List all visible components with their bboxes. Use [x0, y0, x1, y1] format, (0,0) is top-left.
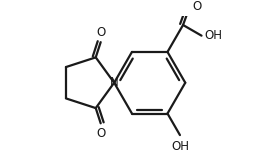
Text: OH: OH: [204, 29, 222, 42]
Text: OH: OH: [171, 140, 189, 152]
Text: O: O: [96, 127, 105, 140]
Text: O: O: [193, 0, 202, 13]
Text: N: N: [110, 76, 119, 89]
Text: O: O: [96, 26, 105, 39]
